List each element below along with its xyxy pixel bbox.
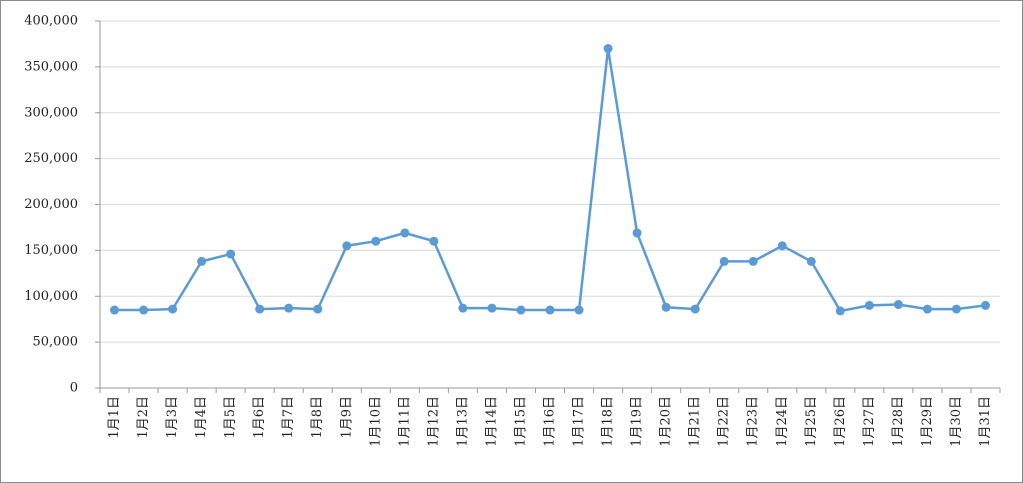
- point: [632, 228, 642, 238]
- point: [893, 300, 903, 310]
- point: [371, 236, 381, 246]
- point: [400, 228, 410, 238]
- x-tick-label: 1月5日: [223, 396, 238, 439]
- point: [255, 304, 265, 314]
- x-tick-label: 1月4日: [194, 396, 209, 439]
- x-tick-label: 1月3日: [165, 396, 180, 439]
- point: [835, 306, 845, 316]
- x-tick-label: 1月6日: [252, 396, 267, 439]
- point: [284, 303, 294, 313]
- y-tick-label: 350,000: [24, 59, 78, 74]
- x-tick-label: 1月7日: [281, 396, 296, 439]
- point: [574, 305, 584, 315]
- point: [980, 300, 990, 310]
- point: [719, 256, 729, 266]
- x-tick-label: 1月2日: [136, 396, 151, 439]
- x-tick-label: 1月1日: [107, 396, 122, 439]
- x-tick-label: 1月16日: [543, 396, 558, 447]
- x-tick-label: 1月27日: [862, 396, 877, 447]
- point: [690, 304, 700, 314]
- point: [603, 44, 613, 54]
- y-tick-label: 100,000: [24, 289, 78, 304]
- x-tick-label: 1月31日: [978, 396, 993, 447]
- x-tick-label: 1月14日: [484, 396, 499, 447]
- y-tick-label: 300,000: [24, 105, 78, 120]
- point: [313, 304, 323, 314]
- point: [139, 305, 149, 315]
- x-tick-label: 1月12日: [426, 396, 441, 447]
- point: [342, 241, 352, 251]
- point: [429, 236, 439, 246]
- x-tick-label: 1月10日: [368, 396, 383, 447]
- x-tick-label: 1月9日: [339, 396, 354, 439]
- x-tick-label: 1月22日: [717, 396, 732, 447]
- point: [661, 302, 671, 312]
- y-tick-label: 150,000: [24, 243, 78, 258]
- point: [806, 256, 816, 266]
- point: [777, 241, 787, 251]
- y-tick-label: 400,000: [24, 14, 78, 29]
- y-tick-label: 250,000: [24, 151, 78, 166]
- point: [864, 300, 874, 310]
- point: [748, 256, 758, 266]
- x-tick-label: 1月28日: [891, 396, 906, 447]
- x-tick-label: 1月19日: [630, 396, 645, 447]
- point: [487, 303, 497, 313]
- x-tick-label: 1月20日: [659, 396, 674, 447]
- point: [458, 303, 468, 313]
- x-tick-label: 1月24日: [775, 396, 790, 447]
- point: [110, 305, 120, 315]
- x-tick-label: 1月26日: [833, 396, 848, 447]
- y-tick-label: 200,000: [24, 197, 78, 212]
- x-tick-label: 1月15日: [513, 396, 528, 447]
- x-tick-label: 1月21日: [688, 396, 703, 447]
- point: [516, 305, 526, 315]
- x-tick-label: 1月8日: [310, 396, 325, 439]
- x-tick-label: 1月25日: [804, 396, 819, 447]
- x-tick-label: 1月30日: [949, 396, 964, 447]
- point: [168, 304, 178, 314]
- y-tick-label: 0: [70, 381, 78, 396]
- point: [197, 256, 207, 266]
- x-tick-label: 1月11日: [397, 396, 412, 447]
- point: [951, 304, 961, 314]
- y-tick-label: 50,000: [33, 335, 79, 350]
- x-tick-label: 1月18日: [601, 396, 616, 447]
- point: [922, 304, 932, 314]
- x-tick-label: 1月23日: [746, 396, 761, 447]
- point: [545, 305, 555, 315]
- x-tick-label: 1月13日: [455, 396, 470, 447]
- x-tick-label: 1月29日: [920, 396, 935, 447]
- point: [226, 249, 236, 259]
- x-tick-label: 1月17日: [572, 396, 587, 447]
